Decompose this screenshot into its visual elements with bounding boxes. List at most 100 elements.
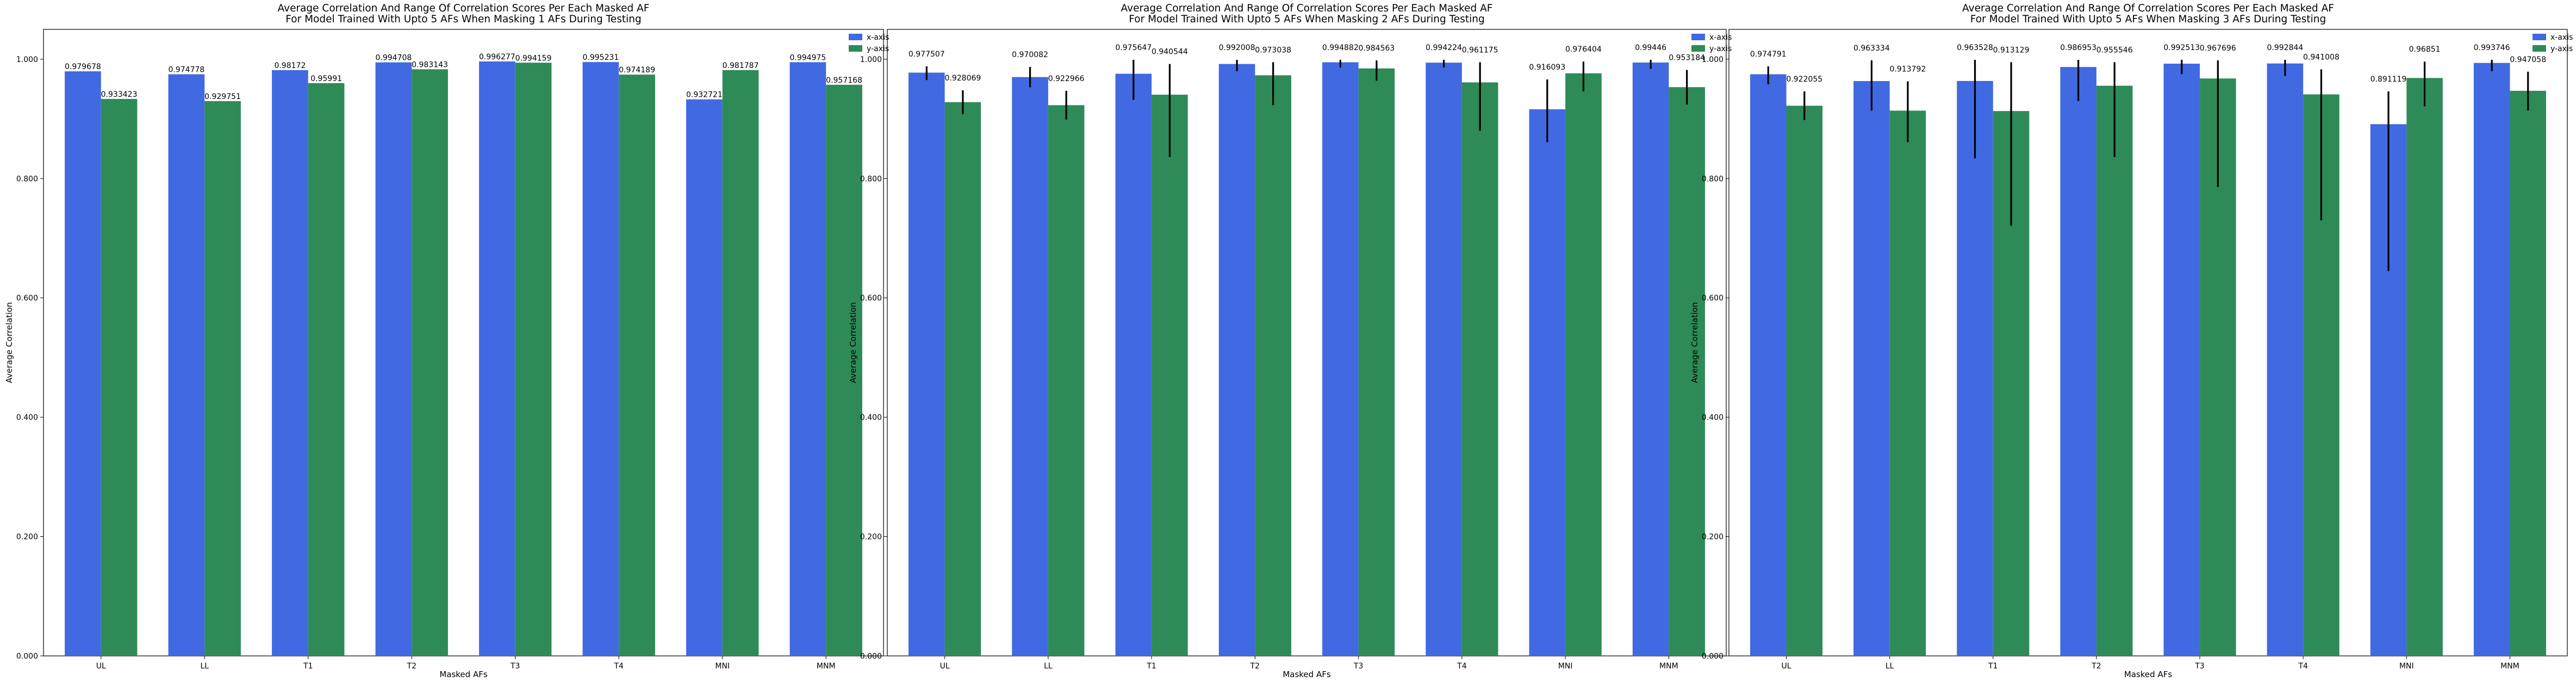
bar-value-label: 0.929751 <box>204 92 241 101</box>
x-tick-label: T3 <box>2194 662 2204 671</box>
plot-frame <box>43 29 884 656</box>
bar-value-label: 0.916093 <box>1529 63 1565 72</box>
chart-title-line: Average Correlation And Range Of Correla… <box>1121 3 1493 14</box>
plot-frame <box>1728 29 2568 656</box>
bar-value-label: 0.955546 <box>2096 46 2133 54</box>
bar-x-axis <box>168 74 205 656</box>
bar-value-label: 0.992008 <box>1219 44 1255 52</box>
y-tick-label: 0.800 <box>1702 175 1723 183</box>
legend-swatch <box>2533 34 2546 40</box>
bar-value-label: 0.928069 <box>945 74 981 83</box>
y-tick-label: 0.000 <box>1702 652 1723 661</box>
x-tick-label: T2 <box>2091 662 2101 671</box>
bar-x-axis <box>1529 109 1566 656</box>
x-tick-label: T4 <box>1457 662 1467 671</box>
y-tick-label: 0.600 <box>860 294 882 303</box>
chart-title: Average Correlation And Range Of Correla… <box>1962 3 2334 25</box>
bar-y-axis <box>2510 90 2546 656</box>
legend-swatch <box>849 34 862 40</box>
x-tick-label: T2 <box>407 662 416 671</box>
bar-x-axis <box>1322 62 1359 656</box>
x-tick-label: T4 <box>614 662 624 671</box>
bar-x-axis <box>1218 64 1255 656</box>
x-tick-label: MNI <box>1558 662 1573 671</box>
x-axis-label: Masked AFs <box>2124 670 2173 679</box>
bar-value-label: 0.973038 <box>1255 46 1291 54</box>
legend-label: x-axis <box>867 33 889 42</box>
x-tick-label: MNI <box>715 662 730 671</box>
y-tick-label: 0.800 <box>16 175 38 183</box>
bar-value-label: 0.994708 <box>376 54 412 63</box>
bar-x-axis <box>1957 80 1993 656</box>
bar-value-label: 0.994224 <box>1426 44 1462 52</box>
x-tick-label: T1 <box>1988 662 1998 671</box>
x-tick-label: T3 <box>1353 662 1363 671</box>
bar-value-label: 0.974778 <box>169 66 205 75</box>
bar-y-axis <box>826 84 862 656</box>
bar-value-label: 0.891119 <box>2370 75 2407 84</box>
bar-value-label: 0.974791 <box>1750 50 1787 59</box>
legend-label: y-axis <box>1709 45 1732 53</box>
bar-value-label: 0.913792 <box>1890 65 1926 73</box>
bar-x-axis <box>1426 63 1462 656</box>
y-tick-label: 0.200 <box>16 533 38 542</box>
bar-x-axis <box>1853 81 1890 656</box>
chart-title-line: For Model Trained With Upto 5 AFs When M… <box>285 14 641 25</box>
bar-y-axis <box>1255 75 1291 656</box>
chart-title: Average Correlation And Range Of Correla… <box>1121 3 1493 25</box>
bar-value-label: 0.963334 <box>1853 44 1890 53</box>
legend-label: y-axis <box>2550 45 2573 53</box>
bar-value-label: 0.913129 <box>1993 46 2030 54</box>
bar-value-label: 0.940544 <box>1152 48 1188 57</box>
bar-value-label: 0.933423 <box>101 90 138 99</box>
bar-x-axis <box>789 62 826 656</box>
bar-value-label: 0.922055 <box>1786 75 1822 84</box>
bar-value-label: 0.961175 <box>1462 46 1498 54</box>
bar-value-label: 0.983143 <box>412 60 448 69</box>
bar-y-axis <box>1565 73 1602 656</box>
chart-panel-2: Average Correlation And Range Of Correla… <box>848 3 1732 679</box>
chart-title-line: For Model Trained With Upto 5 AFs When M… <box>1970 14 2326 25</box>
x-tick-label: T2 <box>1250 662 1260 671</box>
x-tick-label: T4 <box>2298 662 2308 671</box>
y-tick-label: 0.400 <box>16 413 38 422</box>
bar-x-axis <box>272 70 308 656</box>
y-tick-label: 0.000 <box>860 652 882 661</box>
y-tick-label: 1.000 <box>1702 55 1723 64</box>
bar-value-label: 0.970082 <box>1012 51 1048 59</box>
bar-y-axis <box>308 83 345 656</box>
bar-value-label: 0.941008 <box>2303 53 2339 62</box>
chart-panel-1: Average Correlation And Range Of Correla… <box>4 3 889 679</box>
x-tick-label: MNI <box>2399 662 2414 671</box>
bar-value-label: 0.96851 <box>2409 45 2441 54</box>
y-tick-label: 0.400 <box>860 413 882 422</box>
legend-swatch <box>1691 34 1705 40</box>
x-tick-label: MNM <box>1659 662 1678 671</box>
bar-y-axis <box>1152 95 1188 656</box>
x-tick-label: UL <box>940 662 950 671</box>
bar-y-axis <box>1048 105 1085 656</box>
bar-value-label: 0.994975 <box>790 53 826 62</box>
bar-y-axis <box>204 101 241 656</box>
bar-x-axis <box>65 71 101 656</box>
bar-x-axis <box>1632 62 1669 656</box>
bar-y-axis <box>1461 82 1498 656</box>
bar-value-label: 0.953184 <box>1669 54 1705 63</box>
bar-y-axis <box>412 69 448 656</box>
bar-value-label: 0.992513 <box>2163 44 2200 52</box>
y-tick-label: 0.800 <box>860 175 882 183</box>
bar-y-axis <box>2096 85 2133 656</box>
bar-value-label: 0.95991 <box>310 75 342 83</box>
y-tick-label: 1.000 <box>860 55 882 64</box>
bar-x-axis <box>2473 63 2510 656</box>
plot-frame <box>887 29 1727 656</box>
y-tick-label: 0.000 <box>16 652 38 661</box>
bar-x-axis <box>479 61 515 656</box>
bar-x-axis <box>2163 64 2200 656</box>
bar-value-label: 0.922966 <box>1048 75 1085 83</box>
bar-y-axis <box>1358 68 1395 656</box>
bar-value-label: 0.981787 <box>723 61 759 70</box>
y-axis-label: Average Correlation <box>1690 302 1700 383</box>
y-tick-label: 0.600 <box>1702 294 1723 303</box>
